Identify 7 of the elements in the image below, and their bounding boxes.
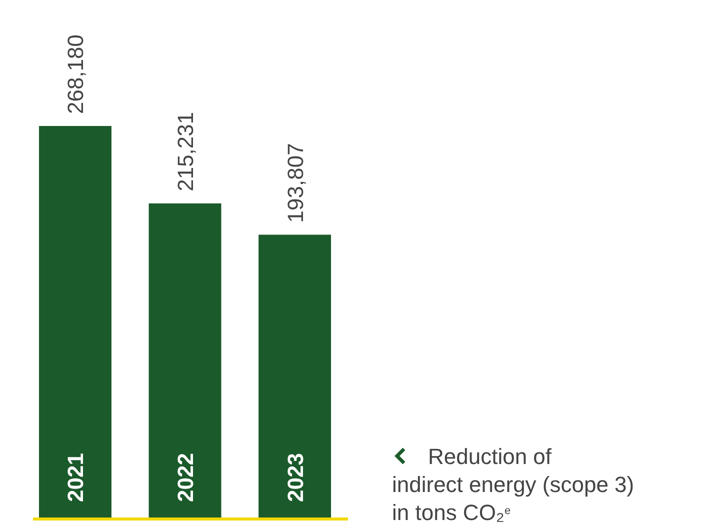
x-tick-label: 2022 [173, 453, 198, 502]
data-label: 215,231 [173, 112, 198, 192]
data-label: 268,180 [63, 34, 88, 114]
data-label: 193,807 [282, 143, 308, 223]
x-tick-label: 2023 [282, 453, 308, 502]
text: Reduction of indirect energy (scope 3) in tons CO₂$^{e}$ [392, 444, 634, 523]
x-tick-label: 2021 [63, 453, 88, 502]
